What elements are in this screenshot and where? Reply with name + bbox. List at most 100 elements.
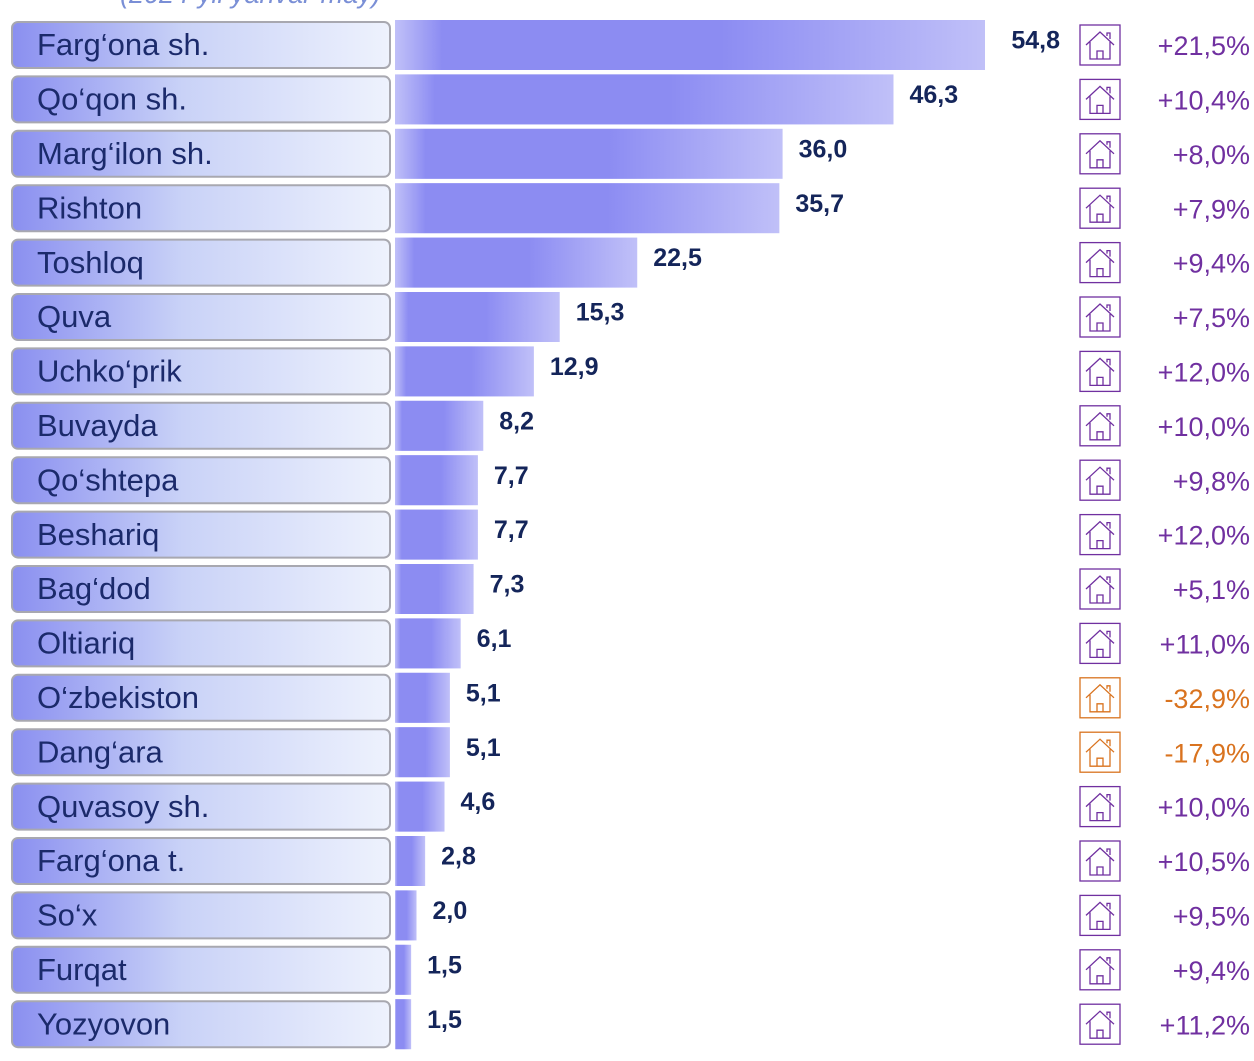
- category-box: [11, 456, 391, 505]
- value-label: 8,2: [499, 407, 534, 435]
- category-label: Buvayda: [37, 408, 158, 443]
- bar-shade: [395, 999, 412, 1050]
- bar-shade: [395, 727, 450, 778]
- bar-shade: [395, 509, 478, 560]
- change-label: +7,5%: [1173, 303, 1250, 333]
- value-label: 46,3: [909, 81, 958, 109]
- icon-house: [1085, 901, 1115, 931]
- change-icon: [1079, 405, 1121, 447]
- value-label: 7,3: [490, 571, 525, 599]
- category-label: Quva: [37, 299, 112, 334]
- change-label: +9,5%: [1173, 902, 1250, 932]
- change-label: +11,0%: [1160, 630, 1250, 660]
- bar-shade: [395, 128, 783, 179]
- icon-house: [1085, 85, 1115, 115]
- category-label: Bag‘dod: [37, 571, 151, 606]
- value-label: 1,5: [427, 1006, 462, 1034]
- value-label: 2,0: [433, 897, 468, 925]
- bar-shade: [395, 944, 412, 995]
- value-label: 5,1: [466, 734, 501, 762]
- change-icon: [1079, 568, 1121, 610]
- category-box: [11, 891, 391, 940]
- bar-shade: [395, 455, 478, 506]
- category-box: [11, 619, 391, 668]
- icon-house: [1085, 738, 1115, 767]
- icon-house: [1085, 411, 1115, 441]
- bar-shade: [395, 618, 461, 669]
- bar-shade: [395, 183, 780, 234]
- category-box: [11, 75, 391, 124]
- change-icon: [1079, 187, 1121, 229]
- change-icon: [1079, 840, 1121, 882]
- category-label: Oltiariq: [37, 626, 135, 661]
- category-label: Furqat: [37, 952, 127, 987]
- value-label: 5,1: [466, 679, 501, 707]
- category-box: [11, 238, 391, 287]
- change-icon: [1079, 459, 1121, 501]
- subtitle: (2024-yil yanvar-may): [120, 0, 381, 9]
- change-label: +10,4%: [1158, 86, 1250, 116]
- change-icon: [1079, 949, 1121, 991]
- change-label: +5,1%: [1173, 575, 1250, 605]
- category-box: [11, 1000, 391, 1049]
- icon-house: [1085, 466, 1115, 495]
- icon-house: [1085, 520, 1115, 550]
- icon-house: [1085, 194, 1115, 223]
- category-box: [11, 347, 391, 396]
- change-icon: [1079, 677, 1121, 719]
- bar-shade: [395, 346, 534, 397]
- category-label: Beshariq: [37, 517, 159, 552]
- value-label: 35,7: [795, 190, 844, 218]
- category-label: Farg‘ona sh.: [37, 27, 209, 62]
- category-label: Uchko‘prik: [37, 354, 182, 389]
- bar-shade: [395, 20, 985, 70]
- change-label: +9,4%: [1173, 956, 1250, 986]
- bar-shade: [395, 890, 417, 941]
- category-box: [11, 945, 391, 994]
- icon-house: [1085, 357, 1115, 387]
- change-icon: [1079, 350, 1121, 393]
- icon-house: [1085, 683, 1115, 713]
- change-label: +8,0%: [1173, 140, 1250, 170]
- value-label: 22,5: [653, 244, 702, 272]
- icon-house: [1085, 303, 1115, 332]
- icon-house: [1085, 31, 1115, 60]
- change-icon: [1079, 785, 1121, 828]
- icon-house: [1085, 629, 1115, 659]
- icon-house: [1085, 575, 1115, 604]
- change-icon: [1079, 241, 1121, 284]
- change-icon: [1079, 24, 1121, 66]
- category-box: [11, 184, 391, 233]
- icon-house: [1085, 1010, 1115, 1039]
- change-icon: [1079, 894, 1121, 937]
- change-label: +10,0%: [1158, 412, 1250, 442]
- value-label: 7,7: [494, 462, 529, 490]
- category-box: [11, 129, 391, 178]
- category-box: [11, 565, 391, 613]
- category-box: [11, 673, 391, 722]
- value-label: 4,6: [461, 788, 496, 816]
- change-label: +12,0%: [1158, 358, 1250, 388]
- category-label: Quvasoy sh.: [37, 789, 209, 824]
- change-icon: [1079, 1003, 1121, 1045]
- change-label: -32,9%: [1164, 684, 1250, 714]
- bar-shade: [395, 836, 426, 886]
- icon-house: [1085, 847, 1115, 876]
- value-label: 2,8: [441, 843, 476, 871]
- change-icon: [1079, 78, 1121, 121]
- bar-shade: [395, 672, 450, 723]
- icon-house: [1085, 248, 1115, 278]
- category-label: So‘x: [37, 898, 98, 933]
- icon-house: [1085, 792, 1115, 822]
- change-label: +9,8%: [1173, 466, 1250, 496]
- bar-shade: [395, 237, 638, 288]
- category-box: [11, 401, 391, 450]
- bar-shade: [395, 781, 445, 832]
- category-box: [11, 510, 391, 559]
- value-label: 7,7: [494, 516, 529, 544]
- category-box: [11, 21, 391, 69]
- change-label: +21,5%: [1158, 31, 1250, 61]
- change-label: +7,9%: [1173, 194, 1250, 224]
